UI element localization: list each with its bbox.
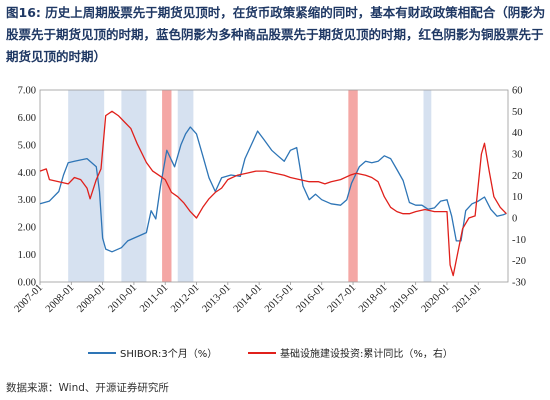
source-note: 数据来源：Wind、开源证券研究所 xyxy=(6,382,169,394)
right-axis-ticks: -30 -20 -10 0 10 20 30 40 50 60 xyxy=(512,86,526,289)
right-tick-label: 30 xyxy=(512,150,523,161)
figure-caption: 历史上周期股票先于期货见顶时，在货币政策紧缩的同时，基本有财政政策相配合（阴影为… xyxy=(6,5,546,64)
shade-red-2 xyxy=(162,90,172,282)
x-tick-label: 2020-01 xyxy=(420,282,453,315)
figure-number: 图16: xyxy=(6,5,41,20)
x-tick-label: 2012-01 xyxy=(169,282,202,315)
right-tick-label: 50 xyxy=(512,107,523,118)
right-tick-label: 10 xyxy=(512,192,523,203)
right-tick-label: 40 xyxy=(512,128,523,139)
series-lines xyxy=(39,110,507,277)
x-tick-label: 2019-01 xyxy=(388,282,421,315)
x-tick-label: 2021-01 xyxy=(451,282,484,315)
x-tick-label: 2016-01 xyxy=(294,282,327,315)
right-tick-label: 20 xyxy=(512,171,523,182)
x-tick-label: 2010-01 xyxy=(107,282,140,315)
right-tick-label: 60 xyxy=(512,86,523,97)
left-axis-ticks: 0.00 1.00 2.00 3.00 4.00 5.00 6.00 7.00 xyxy=(18,86,36,289)
right-tick-label: -20 xyxy=(512,256,526,267)
x-tick-label: 2014-01 xyxy=(232,282,265,315)
right-tick-label: 0 xyxy=(512,214,517,225)
shade-red-4 xyxy=(348,90,358,282)
figure-title: 图16: 历史上周期股票先于期货见顶时，在货币政策紧缩的同时，基本有财政政策相配… xyxy=(6,2,546,68)
x-tick-label: 2015-01 xyxy=(263,282,296,315)
x-tick-label: 2011-01 xyxy=(138,282,170,314)
series-line-infra-investment xyxy=(39,110,507,277)
series-line-shibor xyxy=(39,126,507,253)
legend-label-shibor: SHIBOR:3个月（%） xyxy=(120,348,217,360)
left-tick-label: 0.00 xyxy=(18,278,36,289)
right-tick-label: -30 xyxy=(512,278,526,289)
legend-label-infra: 基础设施建设投资:累计同比（%，右） xyxy=(280,347,453,360)
x-tick-label: 2013-01 xyxy=(200,282,233,315)
left-tick-label: 7.00 xyxy=(18,86,36,97)
plot-frame xyxy=(39,89,509,283)
left-tick-label: 2.00 xyxy=(18,223,36,234)
x-tick-label: 2017-01 xyxy=(326,282,359,315)
x-tick-label: 2018-01 xyxy=(357,282,390,315)
left-tick-label: 3.00 xyxy=(18,195,36,206)
x-tick-label: 2009-01 xyxy=(75,282,108,315)
left-tick-label: 4.00 xyxy=(18,168,36,179)
left-tick-label: 1.00 xyxy=(18,250,36,261)
legend: SHIBOR:3个月（%） 基础设施建设投资:累计同比（%，右） xyxy=(88,347,453,360)
right-tick-label: -10 xyxy=(512,235,526,246)
shade-blue-1 xyxy=(121,90,147,282)
left-tick-label: 6.00 xyxy=(18,113,36,124)
x-tick-label: 2008-01 xyxy=(44,282,77,315)
left-tick-label: 5.00 xyxy=(18,140,36,151)
shade-blue-3 xyxy=(177,90,194,282)
shaded-periods xyxy=(68,90,432,282)
shade-blue-5 xyxy=(423,90,432,282)
